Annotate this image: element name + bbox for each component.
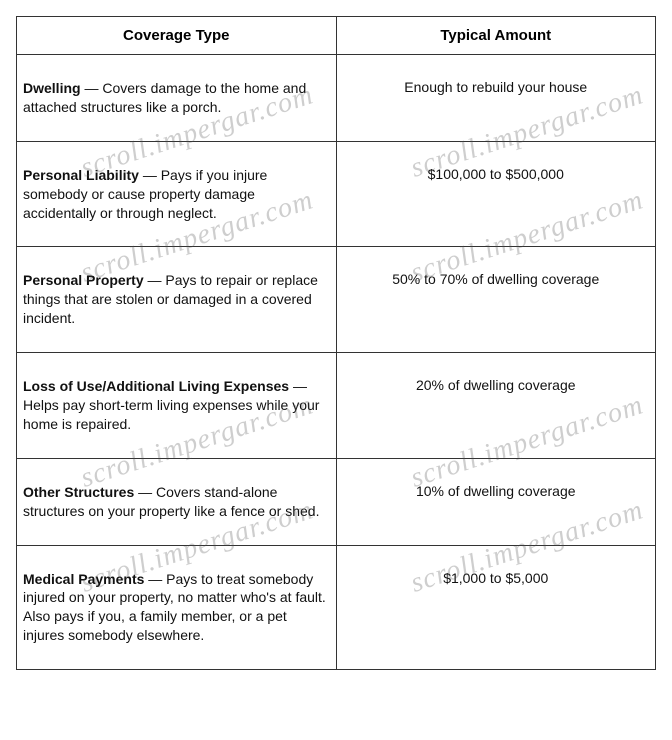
typical-amount-cell: 50% to 70% of dwelling coverage	[336, 247, 656, 353]
coverage-type-cell: Loss of Use/Additional Living Expenses —…	[17, 353, 337, 459]
table-row: Loss of Use/Additional Living Expenses —…	[17, 353, 656, 459]
table-row: Other Structures — Covers stand-alone st…	[17, 458, 656, 545]
typical-amount-cell: 20% of dwelling coverage	[336, 353, 656, 459]
coverage-term: Personal Property	[23, 272, 144, 288]
coverage-type-cell: Personal Property — Pays to repair or re…	[17, 247, 337, 353]
coverage-term: Dwelling	[23, 80, 81, 96]
typical-amount-cell: 10% of dwelling coverage	[336, 458, 656, 545]
table-row: Medical Payments — Pays to treat somebod…	[17, 545, 656, 670]
table-header-row: Coverage Type Typical Amount	[17, 17, 656, 55]
typical-amount-cell: $100,000 to $500,000	[336, 141, 656, 247]
coverage-term: Medical Payments	[23, 571, 144, 587]
coverage-type-cell: Other Structures — Covers stand-alone st…	[17, 458, 337, 545]
table-row: Personal Liability — Pays if you injure …	[17, 141, 656, 247]
coverage-type-cell: Medical Payments — Pays to treat somebod…	[17, 545, 337, 670]
coverage-type-cell: Dwelling — Covers damage to the home and…	[17, 55, 337, 142]
coverage-table: Coverage Type Typical Amount Dwelling — …	[16, 16, 656, 670]
coverage-term: Loss of Use/Additional Living Expenses	[23, 378, 289, 394]
table-row: Personal Property — Pays to repair or re…	[17, 247, 656, 353]
coverage-term: Other Structures	[23, 484, 134, 500]
header-typical-amount: Typical Amount	[336, 17, 656, 55]
table-row: Dwelling — Covers damage to the home and…	[17, 55, 656, 142]
coverage-type-cell: Personal Liability — Pays if you injure …	[17, 141, 337, 247]
coverage-table-container: Coverage Type Typical Amount Dwelling — …	[16, 16, 656, 670]
coverage-term: Personal Liability	[23, 167, 139, 183]
typical-amount-cell: $1,000 to $5,000	[336, 545, 656, 670]
header-coverage-type: Coverage Type	[17, 17, 337, 55]
typical-amount-cell: Enough to rebuild your house	[336, 55, 656, 142]
